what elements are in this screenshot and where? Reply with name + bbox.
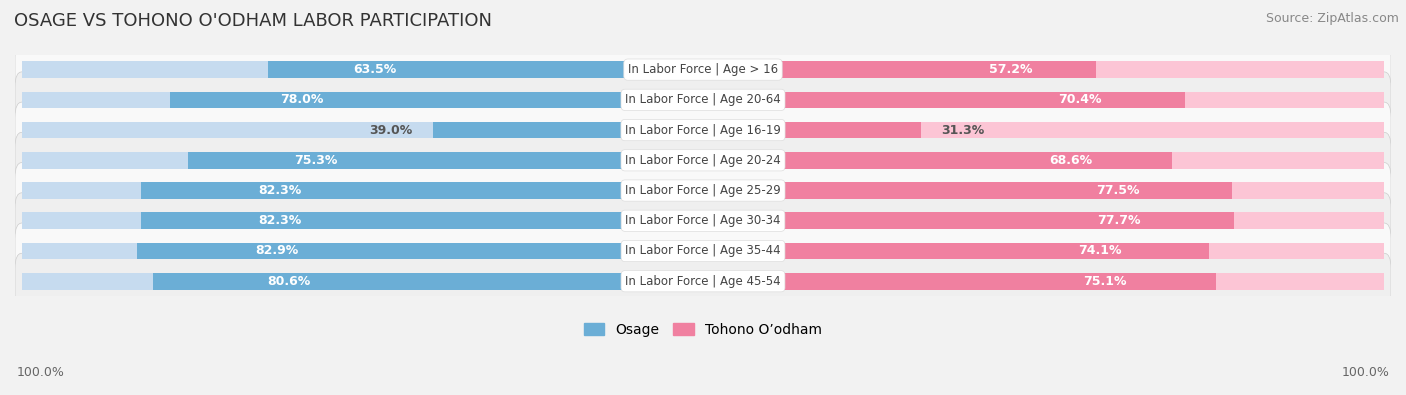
Bar (22, 273, 696, 290)
Bar (22, 213, 696, 229)
Legend: Osage, Tohono O’odham: Osage, Tohono O’odham (578, 318, 828, 342)
Bar (710, 61, 1384, 78)
Text: 77.7%: 77.7% (1097, 214, 1140, 227)
Bar (170, 92, 696, 108)
Bar (22, 182, 696, 199)
Text: In Labor Force | Age 25-29: In Labor Force | Age 25-29 (626, 184, 780, 197)
Text: In Labor Force | Age 45-54: In Labor Force | Age 45-54 (626, 275, 780, 288)
Text: In Labor Force | Age 20-64: In Labor Force | Age 20-64 (626, 93, 780, 106)
Text: 77.5%: 77.5% (1095, 184, 1139, 197)
Text: 31.3%: 31.3% (942, 124, 984, 137)
Text: In Labor Force | Age 30-34: In Labor Force | Age 30-34 (626, 214, 780, 227)
Bar (141, 182, 696, 199)
Bar (710, 182, 1233, 199)
Bar (138, 243, 696, 259)
Bar (188, 152, 696, 169)
Text: 80.6%: 80.6% (267, 275, 311, 288)
Bar (22, 61, 696, 78)
Bar (433, 122, 696, 138)
Bar (710, 122, 1384, 138)
Bar (710, 152, 1173, 169)
Bar (22, 243, 696, 259)
Text: 100.0%: 100.0% (1341, 366, 1389, 379)
Text: Source: ZipAtlas.com: Source: ZipAtlas.com (1265, 12, 1399, 25)
FancyBboxPatch shape (15, 253, 1391, 309)
Text: 68.6%: 68.6% (1049, 154, 1092, 167)
FancyBboxPatch shape (15, 223, 1391, 279)
Text: In Labor Force | Age 20-24: In Labor Force | Age 20-24 (626, 154, 780, 167)
Bar (710, 273, 1384, 290)
FancyBboxPatch shape (15, 193, 1391, 249)
Bar (710, 213, 1384, 229)
Bar (22, 152, 696, 169)
FancyBboxPatch shape (15, 163, 1391, 218)
Text: 63.5%: 63.5% (353, 63, 396, 76)
Text: 74.1%: 74.1% (1078, 245, 1122, 258)
Text: 75.3%: 75.3% (294, 154, 337, 167)
FancyBboxPatch shape (15, 72, 1391, 128)
Text: 70.4%: 70.4% (1059, 93, 1102, 106)
Text: 100.0%: 100.0% (17, 366, 65, 379)
Bar (22, 92, 696, 108)
FancyBboxPatch shape (15, 41, 1391, 98)
Bar (710, 92, 1184, 108)
Bar (710, 122, 921, 138)
Text: In Labor Force | Age 16-19: In Labor Force | Age 16-19 (626, 124, 780, 137)
Text: In Labor Force | Age 35-44: In Labor Force | Age 35-44 (626, 245, 780, 258)
Bar (710, 243, 1209, 259)
Bar (710, 243, 1384, 259)
Text: 82.9%: 82.9% (256, 245, 298, 258)
Text: 75.1%: 75.1% (1083, 275, 1126, 288)
Bar (710, 182, 1384, 199)
Text: 82.3%: 82.3% (259, 214, 301, 227)
Bar (141, 213, 696, 229)
Text: 57.2%: 57.2% (988, 63, 1032, 76)
Bar (710, 61, 1095, 78)
Bar (710, 92, 1384, 108)
Bar (710, 273, 1216, 290)
Text: In Labor Force | Age > 16: In Labor Force | Age > 16 (628, 63, 778, 76)
Bar (269, 61, 696, 78)
Text: 39.0%: 39.0% (370, 124, 412, 137)
Bar (710, 152, 1384, 169)
FancyBboxPatch shape (15, 102, 1391, 158)
Bar (22, 122, 696, 138)
Text: 82.3%: 82.3% (259, 184, 301, 197)
Bar (153, 273, 696, 290)
FancyBboxPatch shape (15, 132, 1391, 188)
Text: 78.0%: 78.0% (280, 93, 323, 106)
Bar (710, 213, 1233, 229)
Text: OSAGE VS TOHONO O'ODHAM LABOR PARTICIPATION: OSAGE VS TOHONO O'ODHAM LABOR PARTICIPAT… (14, 12, 492, 30)
